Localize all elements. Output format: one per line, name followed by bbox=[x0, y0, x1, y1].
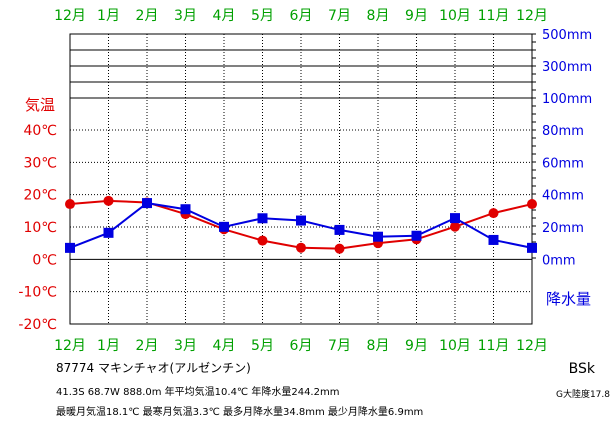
temperature-point bbox=[65, 199, 75, 210]
month-label-top: 3月 bbox=[174, 8, 197, 24]
month-label-top: 12月 bbox=[54, 8, 86, 24]
month-label-bottom: 11月 bbox=[478, 338, 510, 354]
month-label-top: 9月 bbox=[405, 8, 428, 24]
month-label-top: 10月 bbox=[439, 8, 471, 24]
left-tick-label: -10℃ bbox=[18, 285, 57, 301]
month-label-top: 12月 bbox=[516, 8, 548, 24]
temperature-point bbox=[527, 199, 537, 210]
month-label-bottom: 12月 bbox=[516, 338, 548, 354]
month-label-bottom: 9月 bbox=[405, 338, 428, 354]
right-tick-label: 20mm bbox=[542, 221, 584, 236]
continentality-index: G大陸度17.8 bbox=[555, 390, 610, 400]
month-label-bottom: 5月 bbox=[251, 338, 274, 354]
right-tick-label: 0mm bbox=[542, 253, 576, 268]
month-label-top: 2月 bbox=[136, 8, 159, 24]
month-label-top: 8月 bbox=[367, 8, 390, 24]
temperature-point bbox=[296, 242, 306, 253]
precipitation-point bbox=[296, 215, 306, 226]
left-tick-label: 30℃ bbox=[23, 155, 57, 171]
month-label-bottom: 12月 bbox=[54, 338, 86, 354]
precipitation-point bbox=[219, 221, 229, 232]
right-tick-label: 100mm bbox=[542, 92, 592, 107]
station-name: 87774 マキンチャオ(アルゼンチン) bbox=[56, 361, 251, 375]
left-axis-title: 気温 bbox=[25, 96, 55, 114]
temperature-point bbox=[334, 243, 345, 254]
station-location: 41.3S 68.7W 888.0m 年平均気温10.4℃ 年降水量244.2m… bbox=[56, 387, 340, 398]
precipitation-point bbox=[450, 213, 460, 224]
left-tick-label: -20℃ bbox=[18, 317, 57, 333]
right-tick-label: 300mm bbox=[542, 60, 592, 75]
precipitation-point bbox=[257, 213, 268, 224]
month-label-bottom: 8月 bbox=[367, 338, 390, 354]
month-label-bottom: 7月 bbox=[328, 338, 351, 354]
left-tick-label: 0℃ bbox=[32, 252, 57, 268]
month-label-top: 1月 bbox=[97, 8, 120, 24]
month-label-bottom: 1月 bbox=[97, 338, 120, 354]
month-label-bottom: 3月 bbox=[174, 338, 197, 354]
temperature-point bbox=[103, 195, 114, 206]
left-tick-label: 10℃ bbox=[23, 220, 57, 236]
left-tick-label: 20℃ bbox=[23, 188, 57, 204]
station-extremes: 最暖月気温18.1℃ 最寒月気温3.3℃ 最多月降水量34.8mm 最少月降水量… bbox=[56, 407, 424, 418]
right-tick-label: 60mm bbox=[542, 156, 584, 171]
precipitation-point bbox=[103, 227, 114, 238]
precipitation-point bbox=[180, 204, 191, 215]
right-axis-title: 降水量 bbox=[546, 290, 591, 308]
month-label-top: 7月 bbox=[328, 8, 351, 24]
month-label-top: 6月 bbox=[290, 8, 313, 24]
temperature-point bbox=[488, 208, 499, 219]
right-tick-label: 40mm bbox=[542, 189, 584, 204]
right-tick-label: 80mm bbox=[542, 124, 584, 139]
left-tick-label: 40℃ bbox=[23, 123, 57, 139]
precipitation-point bbox=[411, 230, 422, 241]
temperature-point bbox=[450, 221, 460, 232]
temperature-point bbox=[257, 235, 268, 246]
month-label-top: 5月 bbox=[251, 8, 274, 24]
month-label-bottom: 6月 bbox=[290, 338, 313, 354]
right-tick-label: 500mm bbox=[542, 28, 592, 43]
precipitation-point bbox=[65, 242, 75, 253]
climate-classification: BSk bbox=[568, 361, 595, 377]
month-label-bottom: 4月 bbox=[213, 338, 236, 354]
month-label-bottom: 2月 bbox=[136, 338, 159, 354]
precipitation-point bbox=[527, 242, 537, 253]
precipitation-point bbox=[334, 224, 345, 235]
month-label-bottom: 10月 bbox=[439, 338, 471, 354]
precipitation-point bbox=[142, 198, 152, 209]
precipitation-point bbox=[488, 234, 499, 245]
month-label-top: 11月 bbox=[478, 8, 510, 24]
month-label-top: 4月 bbox=[213, 8, 236, 24]
precipitation-point bbox=[373, 231, 383, 242]
